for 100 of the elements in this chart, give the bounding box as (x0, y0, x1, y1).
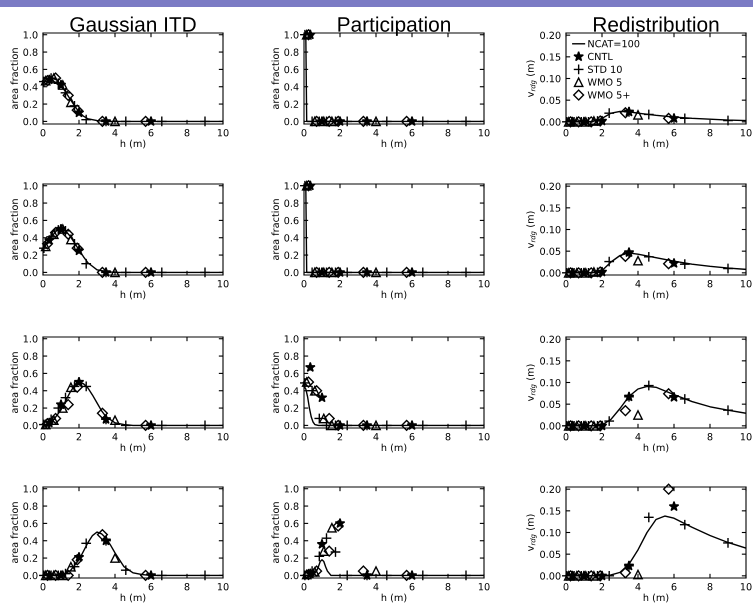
x-tick-label: 10 (740, 280, 752, 288)
x-tick-label: 10 (478, 433, 490, 440)
x-tick-label: 6 (148, 280, 154, 288)
y-tick-label: 1.0 (284, 182, 298, 190)
x-tick-label: 6 (148, 129, 154, 136)
x-axis-title: h (m) (120, 290, 146, 300)
x-tick-label: 6 (148, 433, 154, 440)
y-tick-label: 0.6 (23, 216, 38, 224)
x-tick-label: 6 (410, 280, 414, 288)
y-tick-label: 0.2 (284, 404, 298, 412)
y-tick-label: 0.00 (540, 572, 560, 580)
y-axis-title: v$_{rdg}$ (m) (526, 514, 537, 552)
y-tick-label: 0.8 (23, 200, 38, 207)
y-tick-label: 0.6 (284, 370, 299, 378)
x-axis-title: h (m) (382, 594, 406, 602)
legend-label: NCAT=100 (588, 40, 640, 48)
x-tick-label: 4 (635, 433, 641, 440)
y-tick-label: 0.10 (540, 226, 560, 234)
x-axis-title: h (m) (120, 594, 146, 602)
y-tick-label: 1.0 (284, 335, 298, 343)
x-axis-title: h (m) (644, 444, 668, 452)
y-axis-title: v$_{rdg}$ (m) (526, 212, 537, 248)
x-tick-label: 4 (635, 280, 641, 288)
y-tick-label: 0.00 (540, 269, 560, 277)
y-tick-label: 0.05 (540, 550, 560, 558)
y-tick-label: 0.2 (23, 100, 38, 108)
y-tick-label: 0.8 (284, 352, 298, 360)
x-tick-label: 0 (302, 129, 306, 136)
y-axis-title: area fraction (271, 199, 280, 260)
x-tick-label: 4 (112, 583, 118, 590)
y-tick-label: 0.8 (284, 48, 298, 56)
x-tick-label: 10 (478, 129, 490, 136)
x-tick-label: 4 (373, 433, 379, 440)
x-tick-label: 2 (76, 583, 82, 590)
x-tick-label: 10 (478, 280, 490, 288)
y-tick-label: 0.8 (23, 352, 38, 360)
y-tick-label: 0.6 (284, 216, 299, 224)
y-axis-title: area fraction (10, 352, 18, 413)
y-tick-label: 0.15 (540, 53, 560, 61)
y-tick-label: 0.4 (23, 83, 38, 91)
x-tick-label: 4 (112, 433, 118, 440)
y-tick-label: 1.0 (24, 485, 38, 493)
x-tick-label: 10 (218, 433, 229, 440)
x-tick-label: 2 (338, 129, 342, 136)
x-axis-title: h (m) (382, 444, 406, 452)
y-tick-label: 1.0 (24, 31, 38, 39)
y-tick-label: 0.4 (284, 537, 299, 545)
chart-title: Gaussian ITD (70, 16, 196, 32)
x-tick-label: 6 (672, 583, 676, 590)
y-tick-label: 0.20 (540, 182, 560, 190)
x-tick-label: 10 (218, 280, 229, 288)
x-tick-label: 4 (373, 280, 379, 288)
x-tick-label: 8 (708, 433, 712, 440)
x-tick-label: 4 (373, 129, 379, 136)
y-tick-label: 0.0 (23, 572, 38, 580)
x-tick-label: 6 (148, 583, 154, 590)
y-tick-label: 0.6 (284, 520, 299, 528)
x-tick-label: 10 (478, 583, 490, 590)
y-tick-label: 0.00 (540, 118, 560, 126)
y-tick-label: 0.05 (540, 96, 560, 104)
y-tick-label: 1.0 (284, 31, 298, 39)
x-tick-label: 8 (446, 129, 450, 136)
y-tick-label: 0.0 (23, 118, 38, 126)
x-tick-label: 0 (40, 280, 46, 288)
x-tick-label: 8 (708, 280, 712, 288)
y-axis-title: area fraction (271, 502, 280, 563)
legend-label: STD 10 (588, 66, 622, 73)
x-tick-label: 8 (708, 583, 712, 590)
x-tick-label: 2 (600, 433, 604, 440)
x-tick-label: 0 (302, 433, 306, 440)
x-tick-label: 0 (564, 129, 568, 136)
x-tick-label: 8 (446, 583, 450, 590)
x-tick-label: 6 (410, 433, 414, 440)
chart-title: Redistribution (594, 16, 718, 32)
y-tick-label: 0.4 (284, 234, 299, 242)
legend-label: WMO 5+ (588, 91, 630, 99)
y-tick-label: 0.4 (284, 387, 299, 395)
x-tick-label: 8 (446, 280, 450, 288)
x-tick-label: 8 (184, 583, 190, 590)
x-tick-label: 2 (76, 280, 82, 288)
y-tick-label: 0.4 (23, 387, 38, 395)
x-tick-label: 0 (564, 280, 568, 288)
y-tick-label: 0.2 (284, 100, 298, 108)
y-tick-label: 0.0 (284, 572, 298, 580)
y-tick-label: 0.2 (23, 404, 38, 412)
x-axis-title: h (m) (644, 140, 668, 148)
y-tick-label: 0.05 (540, 248, 560, 255)
y-tick-label: 0.0 (284, 422, 298, 430)
y-axis-title: area fraction (10, 48, 18, 109)
x-tick-label: 0 (40, 583, 46, 590)
y-tick-label: 0.10 (540, 74, 560, 82)
y-tick-label: 0.6 (284, 66, 299, 74)
x-tick-label: 6 (672, 433, 676, 440)
x-tick-label: 8 (446, 433, 450, 440)
y-tick-label: 0.4 (23, 537, 38, 545)
y-tick-label: 0.4 (23, 234, 38, 242)
x-axis-title: h (m) (644, 594, 668, 602)
x-tick-label: 10 (740, 433, 752, 440)
x-tick-label: 4 (635, 583, 641, 590)
x-tick-label: 4 (373, 583, 379, 590)
